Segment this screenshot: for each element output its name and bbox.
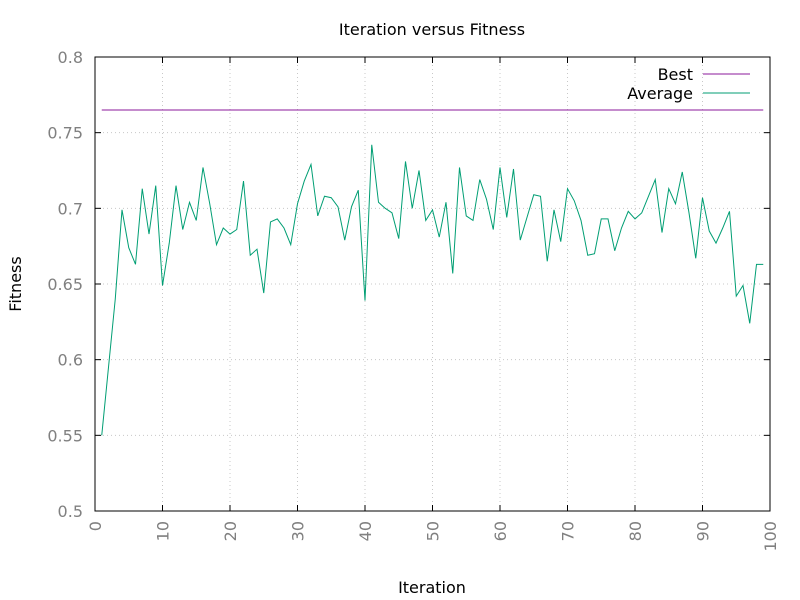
y-tick-label: 0.8 <box>58 48 83 67</box>
x-tick-label: 10 <box>154 521 173 541</box>
y-tick-label: 0.5 <box>58 502 83 521</box>
x-tick-label: 60 <box>491 521 510 541</box>
x-axis-label: Iteration <box>398 578 466 597</box>
legend: Best Average <box>627 65 750 103</box>
x-tick-label: 40 <box>356 521 375 541</box>
y-axis-label: Fitness <box>6 256 25 311</box>
chart-title: Iteration versus Fitness <box>339 20 525 39</box>
y-tick-label: 0.6 <box>58 351 83 370</box>
y-tick-label: 0.65 <box>47 275 83 294</box>
legend-label-best: Best <box>658 65 693 84</box>
legend-label-average: Average <box>627 84 693 103</box>
y-tick-label: 0.55 <box>47 426 83 445</box>
series-lines <box>101 109 764 436</box>
y-tick-label: 0.7 <box>58 199 83 218</box>
y-tick-label: 0.75 <box>47 124 83 143</box>
x-tick-label: 30 <box>289 521 308 541</box>
series-line-average <box>101 144 764 436</box>
tick-marks <box>94 56 771 512</box>
x-tick-label: 20 <box>221 521 240 541</box>
x-tick-label: 100 <box>761 521 780 552</box>
x-tick-label: 70 <box>559 521 578 541</box>
x-tick-label: 0 <box>86 521 105 531</box>
grid <box>95 57 770 511</box>
x-tick-labels: 0 10 20 30 40 50 60 70 80 90 100 <box>86 521 780 552</box>
x-tick-label: 90 <box>694 521 713 541</box>
y-tick-labels: 0.5 0.55 0.6 0.65 0.7 0.75 0.8 <box>47 48 83 521</box>
x-tick-label: 50 <box>424 521 443 541</box>
x-tick-label: 80 <box>626 521 645 541</box>
